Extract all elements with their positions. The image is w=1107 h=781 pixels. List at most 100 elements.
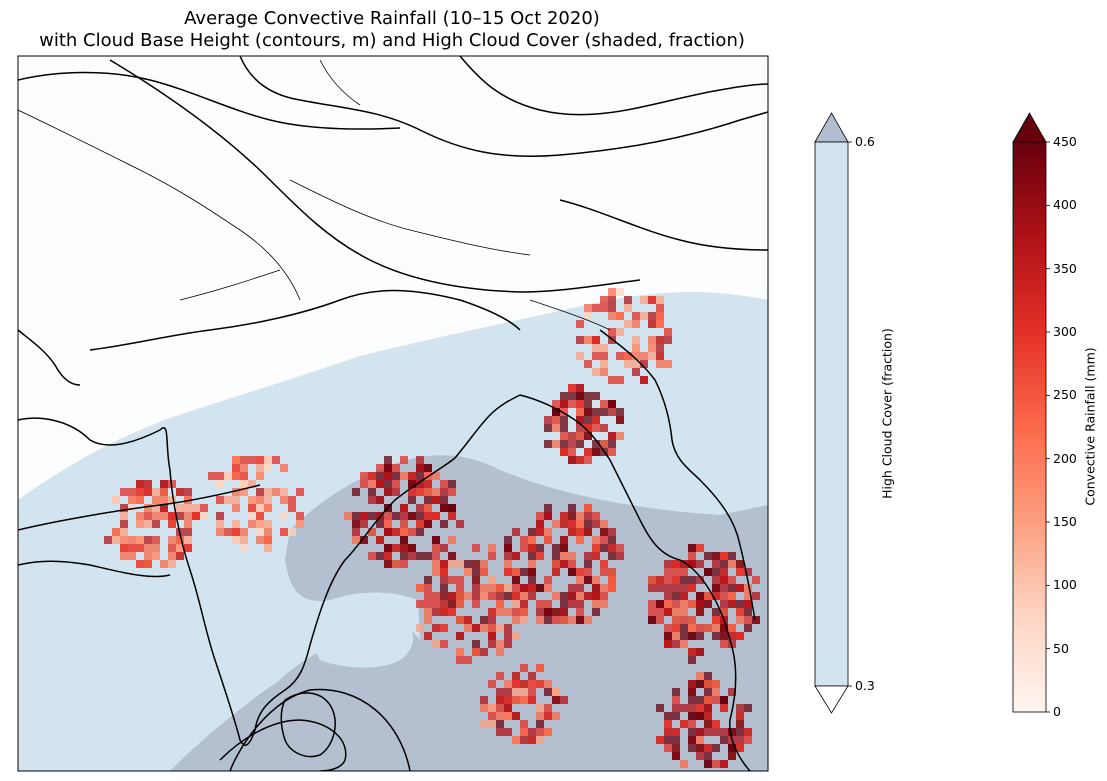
rainfall-cell (552, 560, 560, 568)
rainfall-cell (224, 472, 232, 480)
rainfall-cell (144, 544, 152, 552)
rainfall-cell (232, 488, 240, 496)
rainfall-cell (672, 616, 680, 624)
rainfall-cell (696, 704, 704, 712)
rainfall-cell (568, 432, 576, 440)
rainfall-cell (544, 728, 552, 736)
rainfall-cell (456, 592, 464, 600)
rainfall-cell (448, 488, 456, 496)
rainfall-cell (744, 728, 752, 736)
rainfall-cell (576, 320, 584, 328)
rainfall-cell (560, 560, 568, 568)
rainfall-cell (592, 592, 600, 600)
rainfall-cell (584, 392, 592, 400)
rainfall-cell (456, 584, 464, 592)
rainfall-cell (584, 432, 592, 440)
rainfall-cell (232, 456, 240, 464)
rainfall-cell (424, 584, 432, 592)
rainfall-cell (536, 552, 544, 560)
rainfall-cell (616, 328, 624, 336)
rainfall-cell (712, 616, 720, 624)
rainfall-cell (416, 504, 424, 512)
rainfall-cell (744, 568, 752, 576)
rainfall-cell (496, 608, 504, 616)
rainfall-cell (448, 600, 456, 608)
rainfall-cell (368, 528, 376, 536)
rainfall-cell (296, 512, 304, 520)
rainfall-cell (512, 600, 520, 608)
rainfall-cell (656, 352, 664, 360)
rainfall-cell (512, 672, 520, 680)
rainfall-cell (656, 336, 664, 344)
rainfall-cell (232, 496, 240, 504)
rainfall-cell (728, 584, 736, 592)
rainfall-cell (640, 296, 648, 304)
rainfall-cell (520, 536, 528, 544)
rainfall-cell (352, 512, 360, 520)
rainfall-cell (400, 512, 408, 520)
rainfall-cell (176, 512, 184, 520)
rainfall-cell (656, 296, 664, 304)
rainfall-cell (560, 696, 568, 704)
rainfall-cell (720, 640, 728, 648)
rainfall-cell (392, 560, 400, 568)
rainfall-cell (504, 608, 512, 616)
rainfall-cell (568, 384, 576, 392)
rainfall-cell (376, 552, 384, 560)
rainfall-cell (544, 600, 552, 608)
rainfall-cell (696, 600, 704, 608)
rainfall-cell (712, 584, 720, 592)
rainfall-cell (512, 712, 520, 720)
rainfall-cell (656, 360, 664, 368)
rainfall-cell (184, 520, 192, 528)
rainfall-cell (648, 352, 656, 360)
rainfall-cell (584, 408, 592, 416)
rainfall-cell (432, 624, 440, 632)
rainfall-cell (264, 544, 272, 552)
rainfall-cell (440, 608, 448, 616)
rainfall-cell (712, 760, 720, 768)
rainfall-cell (600, 520, 608, 528)
rainfall-cell (664, 328, 672, 336)
rainfall-cell (656, 304, 664, 312)
rainfall-cell (560, 616, 568, 624)
rainfall-cell (400, 504, 408, 512)
rainfall-cell (552, 592, 560, 600)
rainfall-cell (232, 528, 240, 536)
rainfall-cell (520, 608, 528, 616)
rainfall-cell (288, 528, 296, 536)
rainfall-cell (672, 584, 680, 592)
rainfall-cell (648, 616, 656, 624)
rainfall-cell (536, 528, 544, 536)
rainfall-cell (408, 472, 416, 480)
rainfall-cell (536, 720, 544, 728)
rainfall-cell (736, 720, 744, 728)
rainfall-cell (688, 584, 696, 592)
rainfall-cell (384, 512, 392, 520)
rainfall-cell (696, 608, 704, 616)
rainfall-cell (392, 464, 400, 472)
border-1 (18, 109, 301, 301)
rainfall-cell (576, 352, 584, 360)
rainfall-cell (160, 480, 168, 488)
rainfall-cell (704, 744, 712, 752)
rainfall-cell (560, 608, 568, 616)
rainfall-cell (560, 440, 568, 448)
rainfall-cell (728, 744, 736, 752)
rainfall-cell (592, 336, 600, 344)
rainfall-cell (688, 648, 696, 656)
rainfall-tick-label: 0 (1053, 704, 1061, 719)
rainfall-cell (576, 456, 584, 464)
rainfall-cell (584, 312, 592, 320)
rainfall-cell (672, 712, 680, 720)
rainfall-cell (504, 552, 512, 560)
rainfall-cell (472, 600, 480, 608)
rainfall-cell (576, 424, 584, 432)
rainfall-cell (576, 520, 584, 528)
rainfall-cell (496, 696, 504, 704)
rainfall-cell (264, 520, 272, 528)
border-3 (319, 59, 361, 106)
rainfall-cell (440, 480, 448, 488)
rainfall-cell (488, 720, 496, 728)
rainfall-cell (536, 664, 544, 672)
